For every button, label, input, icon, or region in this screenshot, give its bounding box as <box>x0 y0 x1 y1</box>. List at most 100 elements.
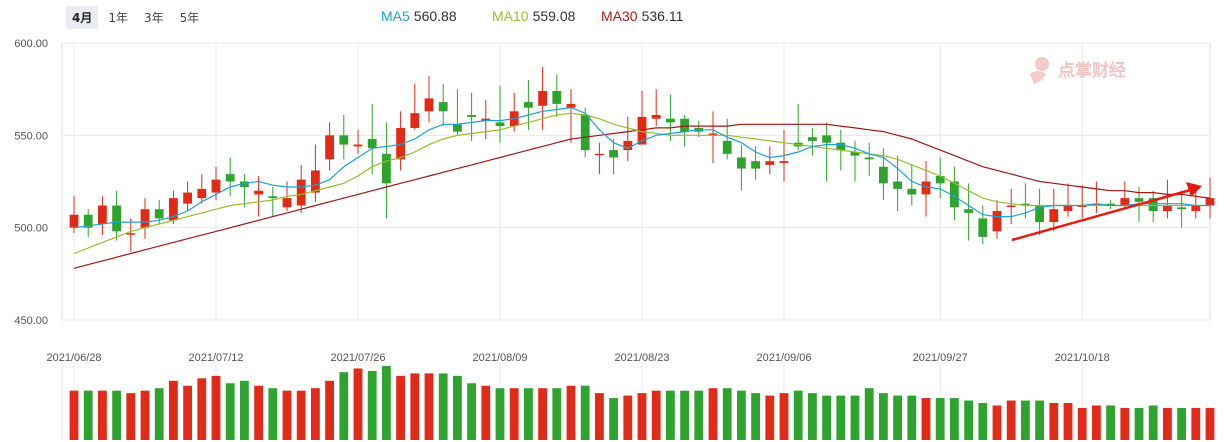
watermark-logo-icon <box>1030 57 1049 84</box>
candle <box>254 175 264 217</box>
candle-body <box>481 118 491 121</box>
volume-bar <box>140 390 150 440</box>
candle-body <box>225 174 235 182</box>
candle-body <box>1106 203 1116 206</box>
candle-body <box>424 98 434 112</box>
volume-bar <box>112 390 122 440</box>
candle-body <box>949 181 959 208</box>
volume-bar <box>878 393 888 440</box>
candle <box>467 92 477 141</box>
volume-bar <box>580 385 590 440</box>
candle <box>183 181 193 212</box>
candle-body <box>779 161 789 164</box>
volume-bar <box>1063 403 1073 440</box>
x-tick-label: 2021/07/26 <box>330 352 385 364</box>
tab-3y[interactable]: 3年 <box>144 11 164 25</box>
candle <box>268 187 278 217</box>
candle <box>765 146 775 175</box>
ma10-legend: MA10 559.08 <box>492 8 575 24</box>
candle <box>1205 177 1215 219</box>
volume-bar <box>268 388 278 440</box>
candle-body <box>708 133 718 136</box>
candle <box>1120 181 1130 210</box>
volume-bar <box>651 390 661 440</box>
candle <box>325 122 335 171</box>
volume-bar <box>424 373 434 440</box>
candle-body <box>1035 205 1045 223</box>
candle <box>708 111 718 164</box>
volume-bar <box>665 390 675 440</box>
candle-body <box>580 115 590 151</box>
candle-body <box>1049 209 1059 223</box>
volume-bar <box>1148 405 1158 440</box>
candle <box>1091 181 1101 213</box>
candle-body <box>765 161 775 165</box>
candle-body <box>325 135 335 160</box>
ma30-legend-value: 536.11 <box>641 8 684 24</box>
candle <box>935 157 945 199</box>
volume-bar <box>1191 407 1201 440</box>
candle <box>864 142 874 176</box>
volume-bar <box>1006 400 1016 440</box>
volume-bar <box>211 375 221 440</box>
volume-bar <box>325 380 335 440</box>
volume-bar <box>736 390 746 440</box>
candle-body <box>1205 198 1215 206</box>
candle <box>609 139 619 175</box>
volume-bar <box>935 398 945 440</box>
volume-bar <box>793 390 803 440</box>
volume-bar <box>893 395 903 440</box>
candle <box>893 155 903 212</box>
volume-bar <box>964 400 974 440</box>
candle <box>878 148 888 200</box>
volume-bar <box>310 388 320 440</box>
candle-body <box>282 198 292 208</box>
ma5-legend-name: MA5 <box>381 8 410 24</box>
volume-bar <box>822 395 832 440</box>
candle-body <box>168 198 178 221</box>
candle-body <box>367 139 377 149</box>
y-tick-label: 500.00 <box>14 223 48 235</box>
candle <box>112 190 122 241</box>
candle <box>566 89 576 143</box>
volume-bar <box>509 388 519 440</box>
tab-4m[interactable]: 4月 <box>66 6 99 29</box>
tab-5y[interactable]: 5年 <box>179 11 200 25</box>
candle <box>1063 183 1073 217</box>
candle-body <box>935 175 945 184</box>
volume-bar <box>765 395 775 440</box>
candle-body <box>268 196 278 199</box>
volume-bar <box>126 393 136 440</box>
volume-bar <box>481 385 491 440</box>
volume-bar <box>1020 400 1030 440</box>
ma5-legend-value: 560.88 <box>413 8 457 24</box>
volume-bar <box>978 403 988 440</box>
ma10-legend-value: 559.08 <box>532 8 576 24</box>
candle-body <box>864 157 874 160</box>
candle-body <box>836 142 846 151</box>
candle <box>239 174 249 208</box>
volume-bar <box>538 388 548 440</box>
candle <box>424 76 434 123</box>
candle <box>1148 190 1158 223</box>
candle <box>1049 188 1059 232</box>
volume-bar <box>680 390 690 440</box>
candle-body <box>140 209 150 228</box>
candle <box>552 74 562 117</box>
candle-body <box>495 122 505 127</box>
volume-bar <box>339 372 349 440</box>
candle-body <box>964 209 974 213</box>
volume-bar <box>396 375 406 440</box>
x-tick-label: 2021/08/09 <box>472 352 527 364</box>
candle-body <box>183 192 193 204</box>
volume-bar <box>864 388 874 440</box>
candle-body <box>396 127 406 160</box>
volume-bar <box>154 388 164 440</box>
candle <box>197 174 207 204</box>
ma5-legend: MA5 560.88 <box>381 8 457 24</box>
volume-bar <box>239 380 249 440</box>
ma5-line <box>73 106 1210 229</box>
tab-1y[interactable]: 1年 <box>108 11 128 25</box>
candle-body <box>1063 205 1073 212</box>
trend-arrow-annotation <box>1011 182 1202 242</box>
